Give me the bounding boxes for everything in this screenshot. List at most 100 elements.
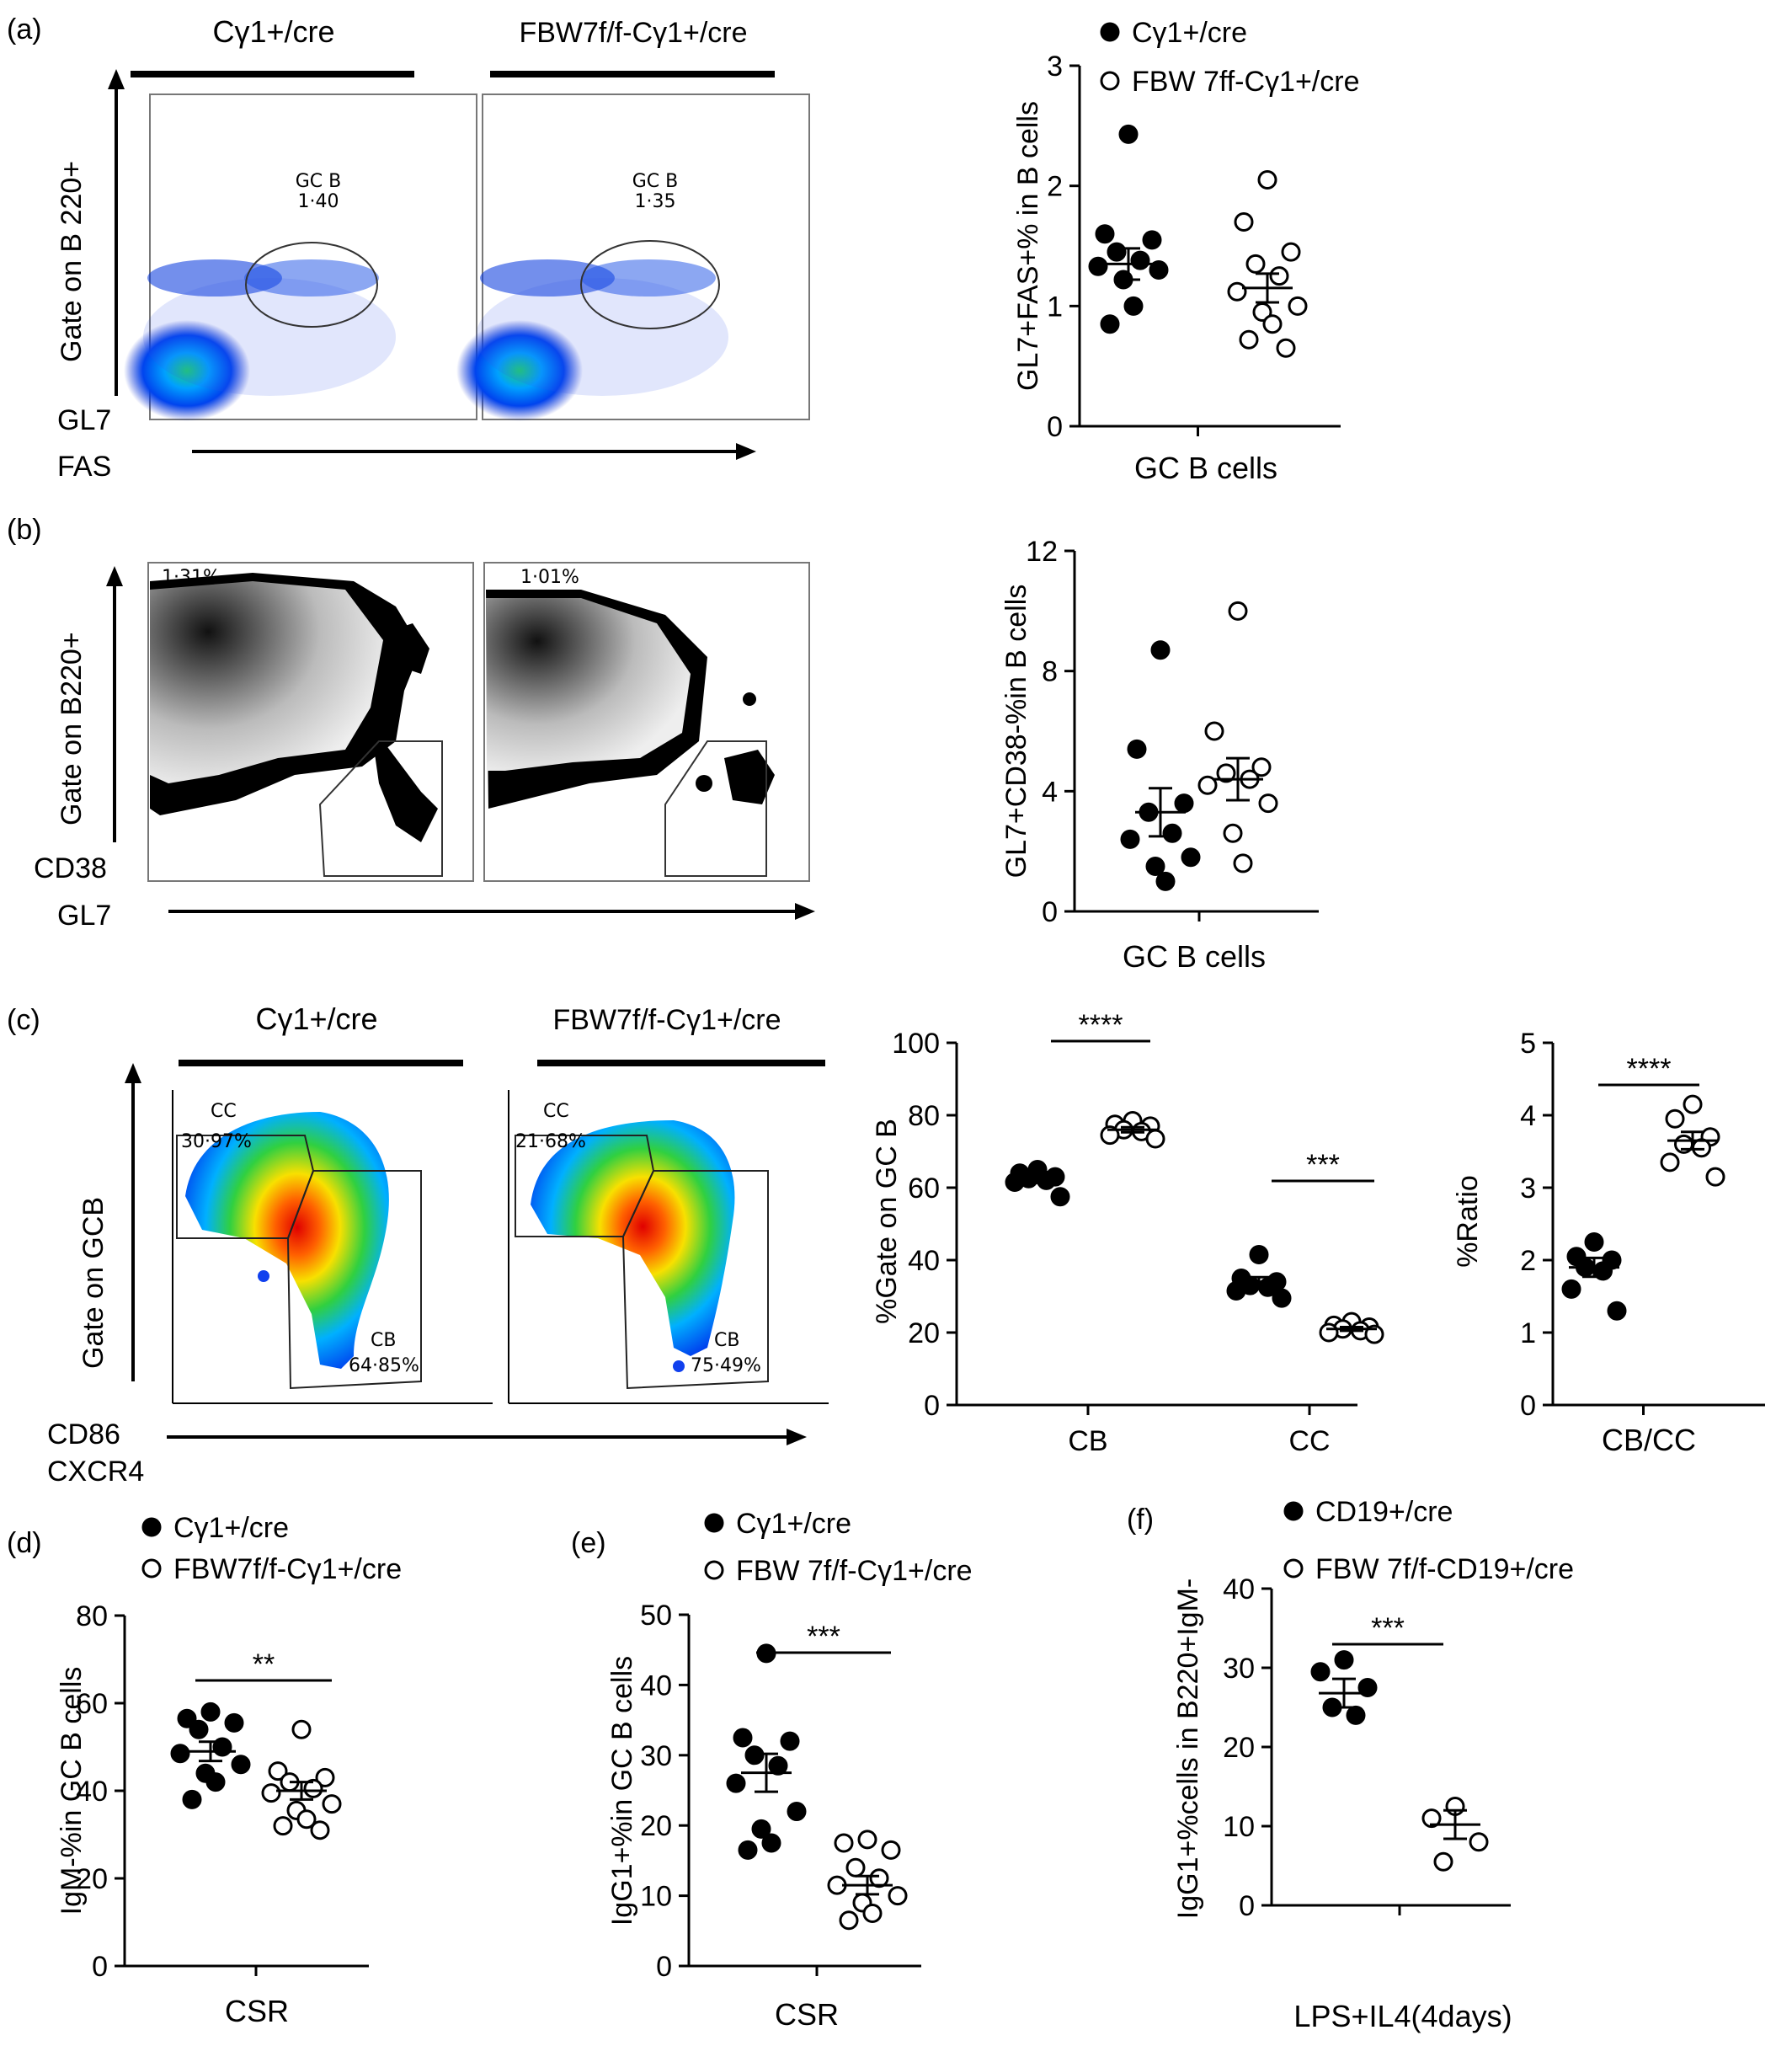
d-scatter-point <box>189 1719 209 1739</box>
panel-label-e: (e) <box>571 1527 606 1559</box>
d-scatter-legend-label: FBW7f/f-Cγ1+/cre <box>173 1553 402 1585</box>
c-percent-significance-label: *** <box>1306 1149 1340 1181</box>
a-scatter-point <box>1245 254 1266 274</box>
cb-value-c1: 64·85% <box>349 1355 419 1376</box>
e-scatter-point <box>726 1773 746 1793</box>
e-scatter-point <box>881 1840 901 1860</box>
c-ratio-significance-label: **** <box>1627 1053 1672 1085</box>
a-scatter-point <box>1142 230 1162 250</box>
flow-b-x-arrowhead <box>795 903 815 920</box>
c-percent-point <box>1005 1173 1025 1193</box>
cc-label-c2: CC <box>543 1101 569 1122</box>
a-scatter-legend-marker <box>1100 71 1120 91</box>
b-scatter-point <box>1181 847 1201 868</box>
b-scatter-point <box>1216 763 1236 783</box>
c-ratio-point <box>1584 1232 1604 1252</box>
e-scatter-xlabel: CSR <box>775 1997 839 2032</box>
flow-c-y-arrowhead <box>125 1063 141 1083</box>
f-scatter-legend-marker <box>1283 1558 1304 1579</box>
c-percent-point <box>1272 1288 1292 1308</box>
e-scatter-point <box>869 1868 889 1888</box>
d-scatter-point <box>296 1809 317 1830</box>
d-scatter-legend-marker <box>141 1517 162 1537</box>
c-percent-ytick-label: 0 <box>924 1390 940 1422</box>
c-ratio-ytick-label: 2 <box>1520 1245 1536 1277</box>
e-scatter-ytick-label: 30 <box>640 1740 672 1772</box>
e-scatter-ytick-label: 50 <box>640 1600 672 1632</box>
e-scatter-ytick-label: 10 <box>640 1881 672 1913</box>
a-scatter-point <box>1288 296 1308 316</box>
f-scatter-chart: 0 10 20 30 40 IgG1+%cells in B220+IgM- LPS+IL4… <box>1172 1496 1574 2033</box>
d-scatter-ylabel: IgM-%in GC B cells <box>56 1667 88 1915</box>
f-scatter-ytick-label: 20 <box>1223 1732 1255 1764</box>
e-scatter-point <box>839 1910 859 1931</box>
e-scatter-point <box>751 1819 771 1839</box>
b-scatter-ytick-label: 8 <box>1042 656 1058 688</box>
d-scatter-xlabel: CSR <box>225 1994 289 2028</box>
flow-c-ylabel: Gate on GCB <box>77 1197 109 1369</box>
c-percent-ytick-label: 80 <box>908 1100 940 1132</box>
e-scatter-point <box>768 1755 788 1776</box>
e-scatter-point <box>733 1728 753 1748</box>
flow-b-ylabel: Gate on B220+ <box>56 632 88 825</box>
c-percent-ytick-label: 60 <box>908 1173 940 1205</box>
c-ratio-xlabel: CB/CC <box>1602 1423 1696 1457</box>
d-scatter-point <box>322 1794 342 1814</box>
c-ratio-point <box>1561 1279 1581 1299</box>
d-scatter-legend-label: Cγ1+/cre <box>173 1512 289 1544</box>
f-scatter-point <box>1469 1832 1489 1852</box>
cc-value-c2: 21·68% <box>515 1131 586 1152</box>
c-percent-ytick-label: 100 <box>892 1028 940 1060</box>
c-ratio-ytick-label: 1 <box>1520 1317 1536 1349</box>
a-scatter-point <box>1276 338 1296 358</box>
c-ratio-ytick-label: 3 <box>1520 1173 1536 1205</box>
flow-c-x-arrowhead <box>787 1429 807 1445</box>
panel-b: (b) Gate on B220+ CD38 GL7 1·31% 1·01% <box>7 514 815 932</box>
a-scatter-point <box>1095 224 1115 244</box>
group-label-a2: FBW7f/f-Cγ1+/cre <box>519 17 747 49</box>
b-scatter-chart: 0 4 8 12 GL7+CD38-%in B cells GC B cells <box>1000 536 1319 974</box>
e-scatter-legend-label: Cγ1+/cre <box>736 1508 851 1540</box>
e-scatter-point <box>787 1802 807 1822</box>
cc-label-c1: CC <box>211 1101 237 1122</box>
e-scatter-point <box>761 1833 781 1853</box>
a-scatter-point <box>1149 260 1169 280</box>
cb-value-c2: 75·49% <box>691 1355 761 1376</box>
flow-b-xlabel: GL7 <box>57 900 111 932</box>
c-ratio-point <box>1607 1301 1627 1321</box>
c-percent-point <box>1319 1322 1339 1343</box>
b-scatter-point <box>1223 823 1243 843</box>
a-scatter-legend-marker <box>1100 22 1120 42</box>
b-scatter-point <box>1251 757 1272 777</box>
flow-plot-c1: CC 30·97% CB 64·85% <box>172 1090 493 1404</box>
d-scatter-ytick-label: 0 <box>92 1951 108 1983</box>
a-scatter-point <box>1088 256 1108 276</box>
group-label-a1: Cγ1+/cre <box>212 14 334 49</box>
a-scatter-ylabel: GL7+FAS+% in B cells <box>1012 101 1044 391</box>
flow-plot-c2: CC 21·68% CB 75·49% <box>508 1090 829 1404</box>
panel-a: (a) Cγ1+/cre FBW7f/f-Cγ1+/cre Gate on B … <box>7 13 810 483</box>
flow-plot-b1: 1·31% <box>147 562 474 882</box>
b-scatter-ytick-label: 4 <box>1042 776 1058 808</box>
c-ratio-ytick-label: 5 <box>1520 1028 1536 1060</box>
b-scatter-point <box>1155 871 1176 891</box>
d-scatter-point <box>268 1761 288 1782</box>
d-scatter-point <box>205 1772 226 1792</box>
c-percent-point <box>1249 1245 1269 1265</box>
a-scatter-point <box>1118 124 1139 144</box>
flow-a-x-arrowhead <box>736 443 756 460</box>
a-scatter-point <box>1281 242 1301 262</box>
f-scatter-ytick-label: 30 <box>1223 1653 1255 1685</box>
a-scatter-ytick-label: 3 <box>1047 51 1063 83</box>
a-scatter-point <box>1269 266 1289 286</box>
flow-a-xlabel: FAS <box>57 451 111 483</box>
flow-a-y-arrowhead <box>108 69 125 89</box>
c-percent-significance-label: **** <box>1079 1009 1123 1041</box>
a-scatter-legend-label: Cγ1+/cre <box>1132 17 1247 49</box>
panel-label-b: (b) <box>7 514 42 546</box>
b-scatter-ytick-label: 12 <box>1026 536 1058 568</box>
f-scatter-significance-label: *** <box>1371 1612 1405 1644</box>
